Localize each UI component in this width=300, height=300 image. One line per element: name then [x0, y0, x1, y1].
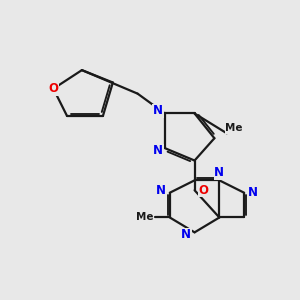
Text: N: N [248, 186, 258, 199]
Text: N: N [181, 228, 191, 241]
Text: O: O [198, 184, 208, 197]
Text: N: N [153, 144, 163, 157]
Text: N: N [153, 104, 163, 118]
Text: O: O [48, 82, 59, 95]
Text: N: N [214, 167, 224, 179]
Text: N: N [156, 184, 166, 197]
Text: Me: Me [226, 123, 243, 133]
Text: Me: Me [136, 212, 154, 223]
